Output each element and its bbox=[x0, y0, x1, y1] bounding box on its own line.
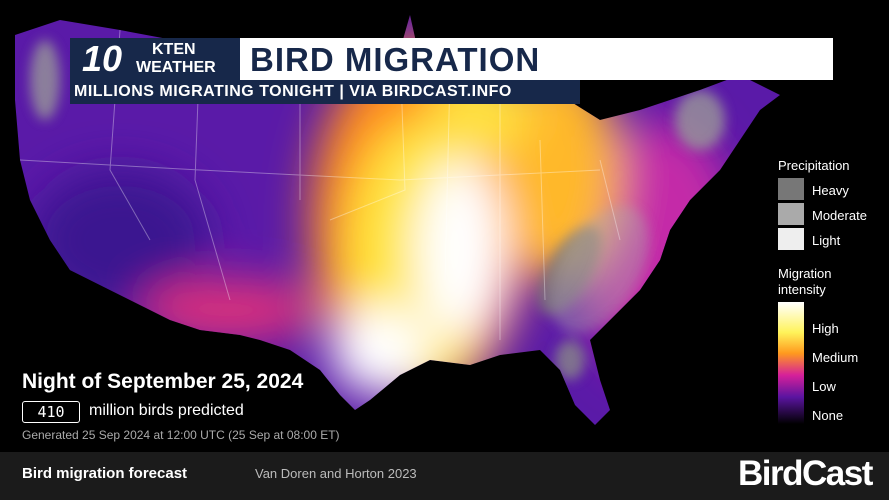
logo-number: 10 bbox=[82, 38, 123, 79]
footer-label: Bird migration forecast bbox=[22, 465, 188, 482]
subtitle-bar: MILLIONS MIGRATING TONIGHT | VIA BIRDCAS… bbox=[70, 80, 580, 104]
legend-swatch bbox=[778, 228, 804, 250]
legend-label: Low bbox=[812, 379, 836, 394]
title: BIRD MIGRATION bbox=[250, 41, 541, 78]
logo-box: 10 KTEN WEATHER bbox=[70, 38, 240, 80]
footer: Bird migration forecast Van Doren and Ho… bbox=[0, 452, 889, 500]
birds-text: million birds predicted bbox=[89, 402, 244, 419]
legend-label: Medium bbox=[812, 350, 859, 365]
legend-title: Migration intensity bbox=[778, 266, 832, 297]
legend-label: Heavy bbox=[812, 183, 849, 198]
birds-count: 410 bbox=[22, 401, 80, 423]
legend-swatch bbox=[778, 178, 804, 200]
legend-label: Light bbox=[812, 233, 841, 248]
title-bar: BIRD MIGRATION bbox=[240, 38, 833, 80]
legend-label: None bbox=[812, 408, 844, 423]
brand: BirdCast bbox=[738, 454, 873, 493]
generated: Generated 25 Sep 2024 at 12:00 UTC (25 S… bbox=[22, 428, 340, 442]
subtitle: MILLIONS MIGRATING TONIGHT | VIA BIRDCAS… bbox=[74, 83, 512, 100]
legend-swatch bbox=[778, 203, 804, 225]
logo-line: WEATHER bbox=[136, 59, 216, 76]
legend-title: Precipitation bbox=[778, 158, 850, 173]
footer-credit: Van Doren and Horton 2023 bbox=[255, 466, 417, 481]
logo-line: KTEN bbox=[152, 41, 196, 58]
legend-label: High bbox=[812, 321, 839, 336]
legend-label: Moderate bbox=[812, 208, 867, 223]
night-label: Night of September 25, 2024 bbox=[22, 370, 304, 393]
